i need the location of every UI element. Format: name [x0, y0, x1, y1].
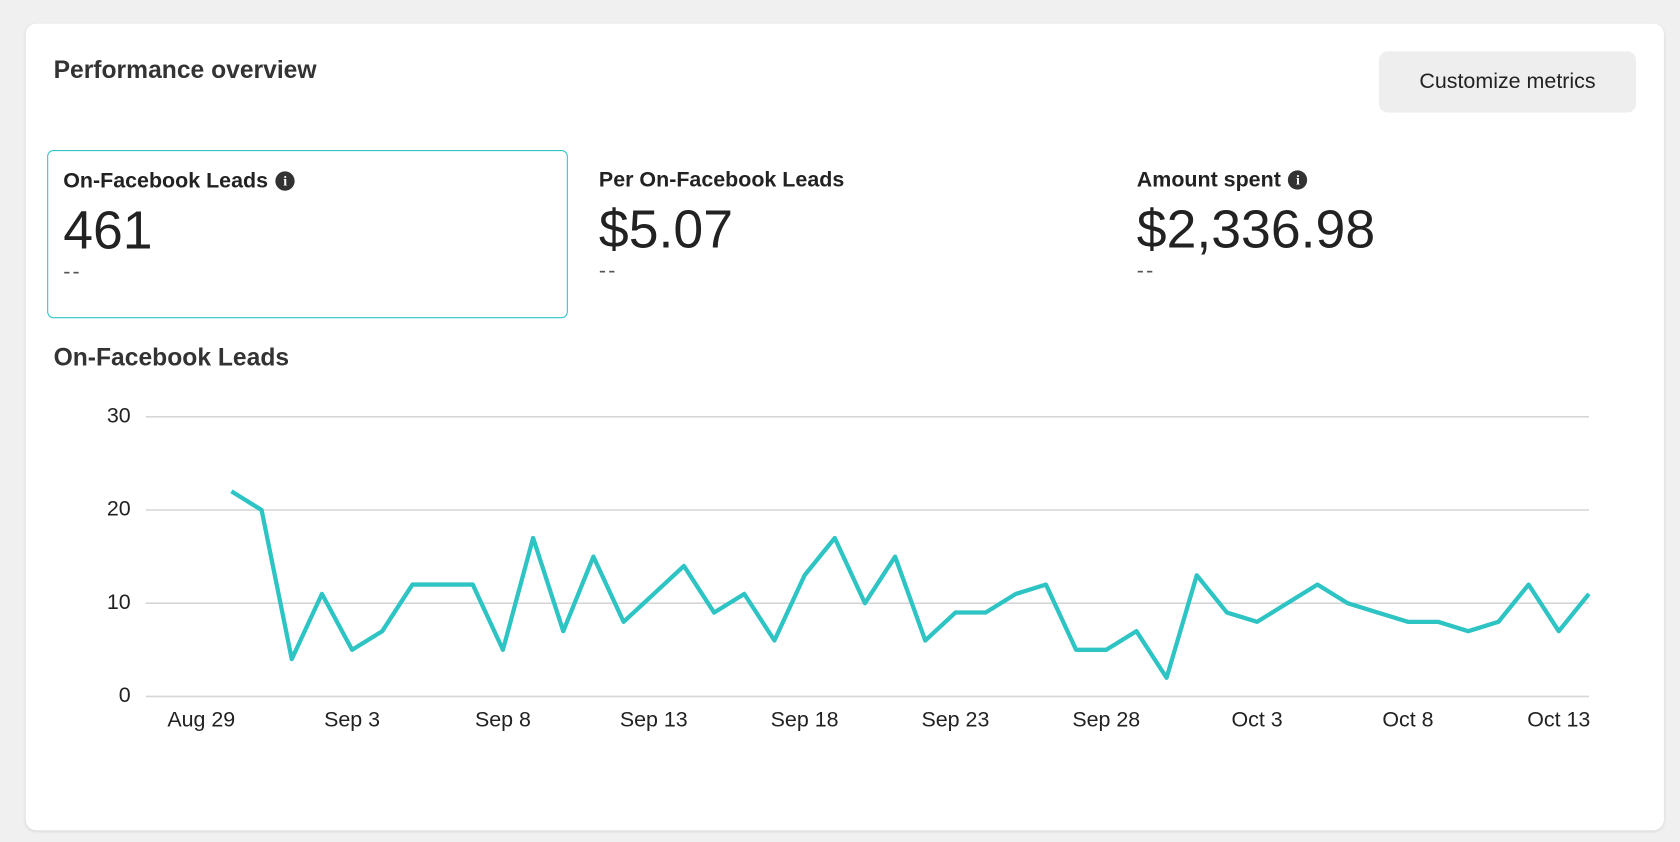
metric-label: Amount spent [1136, 167, 1281, 192]
info-icon[interactable]: i [1288, 170, 1308, 190]
x-tick-label: Sep 23 [922, 708, 990, 732]
x-tick-label: Aug 29 [167, 708, 235, 732]
metric-card[interactable]: On-Facebook Leads i 461 -- [47, 150, 568, 319]
x-tick-label: Oct 13 [1527, 708, 1590, 732]
metric-value: $2,336.98 [1136, 199, 1376, 260]
x-tick-label: Sep 3 [324, 708, 380, 732]
customize-button[interactable]: Customize metrics [1378, 51, 1637, 113]
x-tick-label: Oct 3 [1232, 708, 1283, 732]
metric-value: 461 [63, 200, 153, 261]
metric-card[interactable]: Amount spent i $2,336.98 -- [1122, 150, 1643, 318]
metric-label-row: Per On-Facebook Leads [599, 167, 1090, 193]
x-tick-label: Sep 8 [475, 708, 531, 732]
y-tick-label: 0 [119, 683, 131, 707]
metric-delta: -- [1136, 259, 1156, 283]
x-tick-label: Sep 28 [1072, 708, 1140, 732]
metric-value: $5.07 [598, 199, 733, 260]
metric-card[interactable]: Per On-Facebook Leads $5.07 -- [584, 150, 1105, 318]
x-tick-label: Sep 18 [771, 708, 839, 732]
metric-label: Per On-Facebook Leads [598, 167, 845, 192]
x-tick-label: Oct 8 [1382, 708, 1433, 732]
metric-label-row: On-Facebook Leads i [63, 168, 552, 194]
card-title: Performance overview [53, 55, 317, 84]
y-tick-label: 10 [107, 590, 131, 614]
metric-label-row: Amount spent i [1137, 167, 1628, 193]
metric-delta: -- [63, 260, 82, 284]
y-tick-label: 20 [107, 497, 131, 521]
info-icon[interactable]: i [275, 171, 295, 191]
metric-label: On-Facebook Leads [63, 168, 269, 193]
metric-delta: -- [598, 259, 618, 283]
x-tick-label: Sep 13 [620, 708, 688, 732]
data-line [230, 489, 1591, 680]
y-tick-label: 30 [107, 403, 131, 427]
chart-title: On-Facebook Leads [53, 342, 290, 371]
